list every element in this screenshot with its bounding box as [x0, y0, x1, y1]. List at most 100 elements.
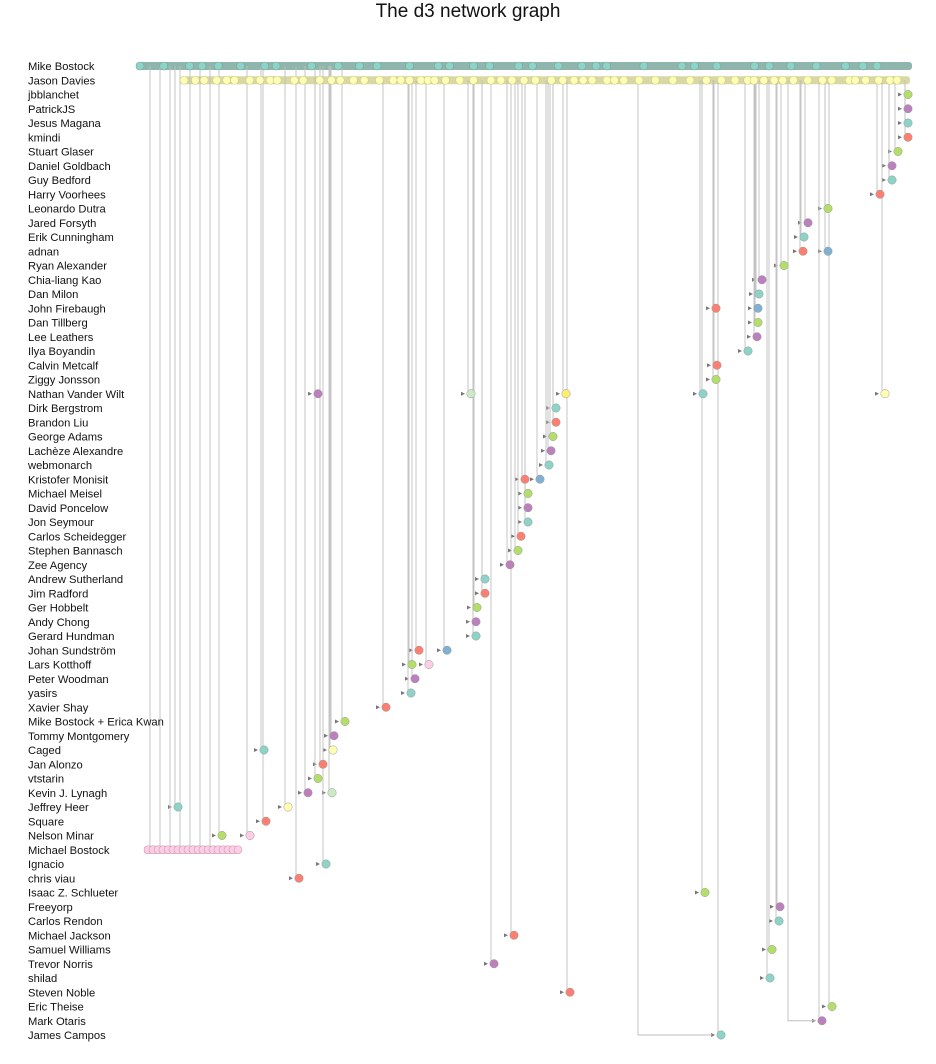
commit-node	[485, 61, 494, 71]
edge-arrow	[437, 648, 441, 653]
contributor-node-caged	[328, 745, 338, 755]
contributor-node-xavier-shay	[381, 702, 391, 712]
commit-node	[712, 61, 722, 71]
commit-node	[841, 61, 850, 71]
commit-node	[858, 61, 868, 71]
commit-node	[212, 75, 222, 85]
commit-node	[677, 61, 687, 71]
contributor-node-nathan-vander-wilt	[561, 389, 571, 399]
label-gerard-hundman: Gerard Hundman	[28, 631, 114, 643]
commit-node	[591, 61, 601, 71]
contributor-labels: Mike Bostock Jason Davies jbblanchet Patric…	[27, 61, 164, 1042]
label-caged: Caged	[28, 745, 61, 757]
contributor-node-guy-bedford	[887, 175, 897, 185]
contributor-node-mark-otaris	[817, 1016, 827, 1026]
commit-node	[197, 61, 207, 71]
contributor-node-lacheze-alexandre	[546, 446, 556, 456]
contributor-node-john-firebaugh	[753, 303, 763, 313]
label-mike-bostock-erica-kwan: Mike Bostock + Erica Kwan	[28, 717, 164, 729]
edge-arrow	[405, 676, 409, 681]
label-stephen-bannasch: Stephen Bannasch	[28, 546, 123, 558]
contributor-node-jesus-magana	[903, 118, 913, 128]
edge-arrow	[466, 634, 470, 638]
edge-arrow	[530, 477, 534, 482]
edge-arrow	[475, 577, 479, 581]
edge-arrow	[560, 990, 564, 995]
edge-arrow	[409, 648, 413, 653]
contributor-node-kristofer-monisit	[535, 474, 545, 484]
label-leonardo-dutra: Leonardo Dutra	[28, 204, 107, 216]
contributor-node-carlos-rendon	[774, 916, 784, 926]
commit-node	[519, 75, 529, 85]
commit-node	[159, 61, 169, 71]
commit-node	[587, 75, 597, 85]
contributor-node-dan-tillberg	[753, 318, 763, 327]
contributor-node-jon-seymour	[523, 517, 533, 527]
label-nelson-minar: Nelson Minar	[28, 831, 94, 843]
contributor-node-steven-noble	[565, 987, 575, 997]
label-patrickjs: PatrickJS	[28, 104, 75, 116]
commit-node	[872, 61, 882, 71]
commit-node	[861, 75, 870, 85]
label-mark-otaris: Mark Otaris	[28, 1016, 86, 1028]
edge-arrow	[298, 790, 302, 795]
commit-node	[531, 75, 540, 85]
edge-arrow	[747, 334, 751, 339]
label-george-adams: George Adams	[28, 432, 103, 444]
commit-node	[651, 75, 660, 85]
edge-arrow	[693, 391, 697, 396]
contributor-node-jbblanchet	[903, 90, 913, 99]
contributor-node-lars-kotthoff	[424, 660, 434, 669]
contributor-node-shilad	[765, 973, 775, 983]
label-samuel-williams: Samuel Williams	[28, 945, 111, 957]
label-nathan-vander-wilt: Nathan Vander Wilt	[28, 389, 125, 401]
contributor-node-daniel-goldbach	[887, 161, 897, 171]
contributor-node-carlos-scheidegger	[516, 531, 526, 541]
trunk-mike-bostock	[136, 62, 912, 70]
edge-arrow	[508, 548, 512, 553]
commit-node	[730, 75, 740, 85]
contributor-node-dan-milon	[754, 289, 764, 299]
edge-arrow	[706, 377, 710, 382]
commit-node	[349, 75, 358, 85]
commit-node	[690, 61, 699, 71]
contributor-node-ilya-boyandin	[743, 346, 753, 356]
commit-node	[445, 61, 454, 71]
label-calvin-metcalf: Calvin Metcalf	[28, 360, 99, 372]
edge-arrow	[898, 121, 902, 125]
label-mike-bostock: Mike Bostock	[28, 61, 95, 73]
commit-node	[486, 75, 496, 85]
contributor-node-ryan-alexander	[779, 261, 789, 270]
label-lars-kotthoff: Lars Kotthoff	[28, 660, 92, 672]
commit-node	[260, 61, 270, 71]
commit-node	[786, 61, 796, 71]
contributor-node-brandon-liu	[551, 417, 561, 427]
edge-arrow	[707, 363, 711, 368]
edge-layer	[136, 62, 912, 1037]
commit-node	[375, 75, 384, 85]
commit-node	[850, 75, 860, 85]
label-carlos-rendon: Carlos Rendon	[28, 916, 103, 928]
contributor-node-ziggy-jonsson	[711, 375, 721, 384]
edge-arrow	[749, 292, 753, 296]
edge-arrow	[518, 520, 522, 524]
commit-node	[289, 75, 299, 85]
edge-arrow	[898, 92, 902, 97]
commit-node	[388, 75, 398, 85]
label-trevor-norris: Trevor Norris	[28, 959, 93, 971]
commit-node	[496, 75, 506, 85]
commit-node	[812, 61, 821, 71]
edge-arrow	[898, 135, 902, 140]
commit-node	[271, 61, 281, 71]
commit-node	[355, 61, 364, 71]
contributor-node-lee-leathers	[752, 332, 762, 342]
commit-node	[827, 75, 837, 85]
edge-arrow	[335, 719, 339, 724]
commit-node	[335, 75, 345, 85]
label-brandon-liu: Brandon Liu	[28, 417, 88, 429]
contributor-node-nathan-vander-wilt	[313, 389, 323, 399]
contributor-node-isaac-z-schlueter	[700, 888, 710, 897]
contributor-node-kevin-j-lynagh	[303, 788, 313, 798]
commit-node	[514, 61, 523, 71]
